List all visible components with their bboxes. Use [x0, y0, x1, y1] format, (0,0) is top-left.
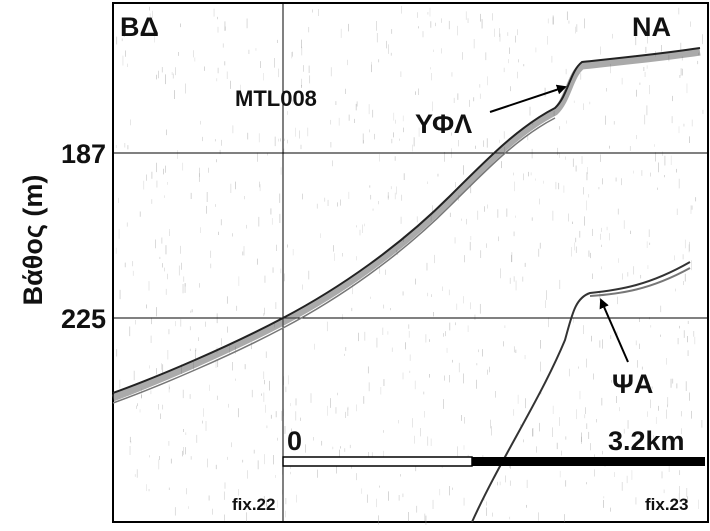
axis-title: Βάθος (m) [18, 175, 48, 306]
feature-label: ΨΑ [612, 369, 653, 399]
seafloor-reflector [111, 47, 701, 404]
scale-end: 3.2km [608, 426, 685, 456]
subsurface-reflector [471, 261, 691, 523]
direction-label: ΒΔ [120, 12, 159, 42]
fix-label: fix.22 [232, 495, 275, 514]
profile-frame [112, 2, 709, 523]
arrow [599, 298, 629, 363]
arrow [489, 84, 567, 113]
fix-label: fix.23 [645, 495, 688, 514]
depth-tick-label: 225 [61, 304, 106, 334]
scale-bar-black [472, 457, 705, 466]
depth-tick-label: 187 [61, 139, 106, 169]
line-label: MTL008 [235, 86, 317, 111]
direction-label: ΝΑ [632, 12, 671, 42]
scale-bar-white [282, 456, 473, 467]
scale-start: 0 [287, 426, 302, 456]
feature-label: ΥΦΛ [415, 109, 472, 139]
